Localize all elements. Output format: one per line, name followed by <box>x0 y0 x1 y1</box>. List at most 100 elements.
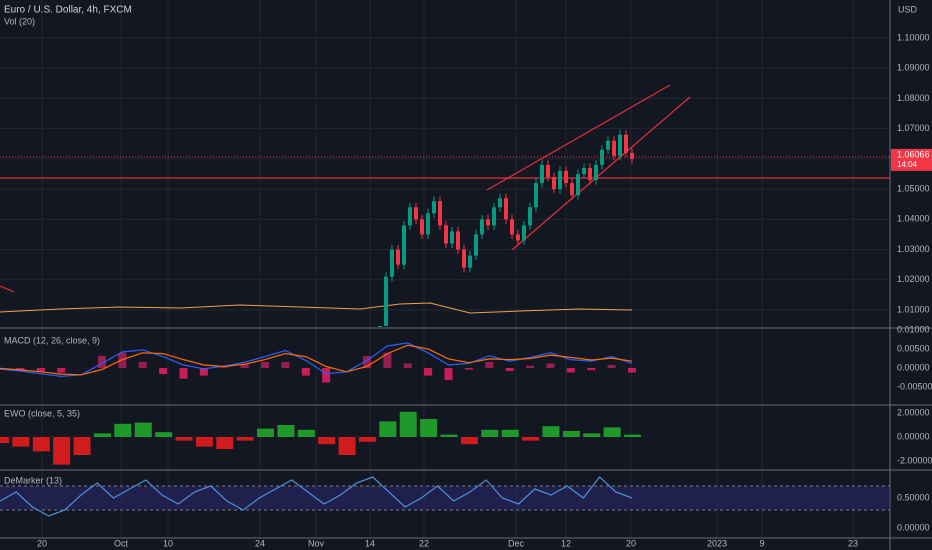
axis-label: -2.00000 <box>897 455 932 465</box>
macd-histogram <box>138 361 147 368</box>
candle-body <box>522 225 526 241</box>
macd-histogram <box>628 368 636 373</box>
time-label: Oct <box>114 538 129 548</box>
time-label: 23 <box>848 538 858 548</box>
time-label: 20 <box>626 538 636 548</box>
macd-histogram <box>281 361 290 368</box>
axis-label: 1.07000 <box>897 123 930 133</box>
axis-label: 1.03000 <box>897 244 930 254</box>
time-label: Nov <box>308 538 325 548</box>
axis-label: 0.00500 <box>897 343 930 353</box>
axis-label: 1.02000 <box>897 274 930 284</box>
ewo-bar <box>175 437 193 441</box>
ewo-bar <box>338 437 356 455</box>
candle-body <box>480 219 484 235</box>
candle-body <box>492 207 496 226</box>
ewo-bar <box>501 429 519 437</box>
countdown-label: 14:04 <box>897 160 918 169</box>
axis-label: 1.04000 <box>897 214 930 224</box>
axis-label: 0.00000 <box>897 522 930 532</box>
macd-histogram <box>240 364 249 368</box>
axis-label: 1.09000 <box>897 63 930 73</box>
ewo-bar <box>542 426 560 437</box>
ewo-bar <box>420 419 438 437</box>
macd-histogram <box>444 368 453 381</box>
macd-histogram <box>220 367 229 368</box>
ewo-bar <box>399 411 417 437</box>
time-label: Dec <box>508 538 525 548</box>
candle-body <box>384 276 388 326</box>
macd-histogram <box>505 368 514 372</box>
ewo-bar <box>257 428 275 437</box>
ewo-bar <box>12 437 30 447</box>
candle-body <box>408 207 412 226</box>
macd-histogram <box>424 368 433 376</box>
candle-body <box>498 198 502 208</box>
candle-body <box>390 249 394 277</box>
signal-line <box>0 344 633 376</box>
candle-body <box>528 207 532 226</box>
ewo-bar <box>440 434 458 437</box>
candle-body <box>462 249 466 268</box>
candle-body <box>510 219 514 235</box>
ewo-bar <box>379 421 397 437</box>
ewo-bar <box>236 437 254 441</box>
axis-label: 1.10000 <box>897 32 930 42</box>
demarker-band <box>0 486 890 510</box>
candle-body <box>396 249 400 265</box>
time-label: 10 <box>163 538 173 548</box>
candle-body <box>588 167 592 181</box>
time-label: 12 <box>561 538 571 548</box>
macd-line <box>0 342 633 378</box>
macd-histogram <box>97 355 106 368</box>
ewo-bar <box>134 422 152 437</box>
last-price-box <box>891 148 932 171</box>
candle-body <box>468 255 472 268</box>
ewo-bar <box>53 437 71 465</box>
candle-body <box>420 219 424 235</box>
macd-histogram <box>362 355 371 368</box>
ewo-bar <box>216 437 234 449</box>
ewo-bar <box>0 437 9 443</box>
channel-upper <box>486 84 671 191</box>
candle-body <box>558 170 562 190</box>
candles <box>378 130 634 327</box>
ewo-bar <box>277 425 295 437</box>
macd-histogram <box>587 368 596 371</box>
candle-body <box>618 134 622 156</box>
candle-body <box>612 140 616 156</box>
candle-body <box>564 170 568 184</box>
candle-body <box>552 177 556 190</box>
volume-title: Vol (20) <box>4 16 35 26</box>
candle-body <box>630 152 634 159</box>
axis-label: 2.00000 <box>897 407 930 417</box>
ewo-bar <box>603 427 621 437</box>
macd-histogram <box>566 368 575 373</box>
candle-body <box>444 225 448 244</box>
macd-histogram <box>36 368 45 372</box>
macd-histogram <box>159 368 168 375</box>
ewo-title: EWO (close, 5, 35) <box>4 408 80 418</box>
macd-histogram <box>301 368 310 376</box>
candle-body <box>570 183 574 196</box>
macd-histogram <box>179 368 188 379</box>
candle-body <box>402 225 406 265</box>
macd-histogram <box>383 352 392 368</box>
candle-body <box>414 207 418 220</box>
macd-histogram <box>546 363 555 368</box>
ewo-bar <box>624 434 641 437</box>
macd-histogram <box>261 361 270 368</box>
macd-histogram <box>464 368 473 370</box>
candle-body <box>504 198 508 220</box>
grid <box>0 0 890 538</box>
symbol-title: Euro / U.S. Dollar, 4h, FXCM <box>4 5 132 16</box>
candle-body <box>624 134 628 153</box>
axis-label: 0.00000 <box>897 431 930 441</box>
macd-title: MACD (12, 26, close, 9) <box>4 335 100 345</box>
ewo-bar <box>562 431 580 437</box>
axis-label: 0.00000 <box>897 362 930 372</box>
candle-body <box>378 326 382 327</box>
